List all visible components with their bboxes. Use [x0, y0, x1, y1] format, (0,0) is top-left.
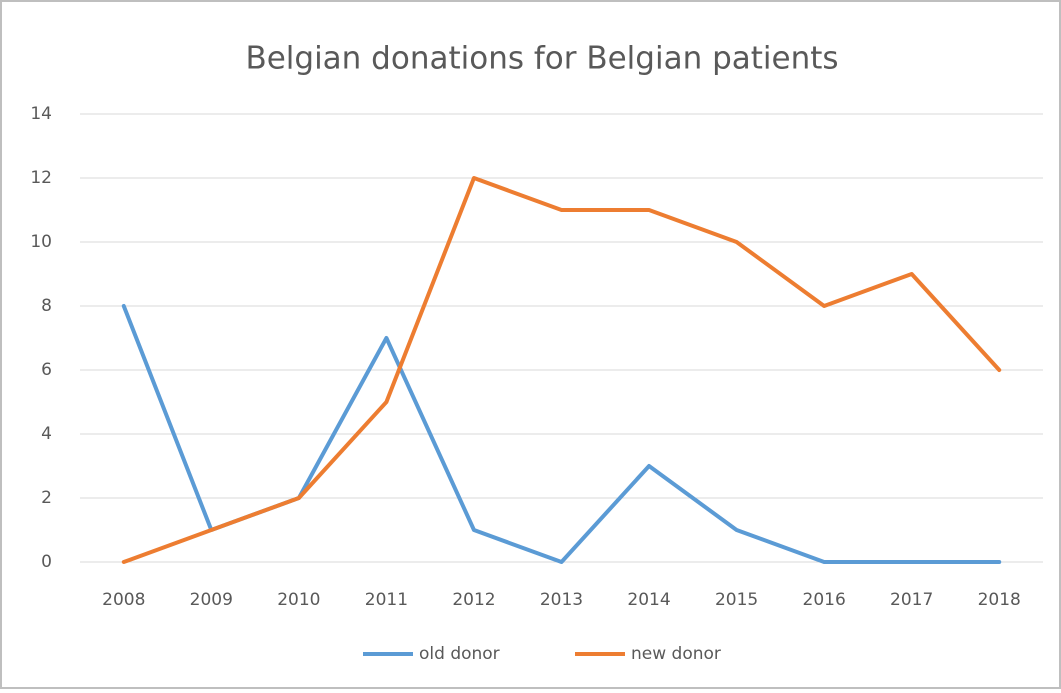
x-tick-label: 2015 [715, 590, 758, 610]
x-tick-label: 2010 [277, 590, 320, 610]
legend-label: new donor [631, 644, 721, 664]
chart-title: Belgian donations for Belgian patients [245, 41, 838, 77]
x-tick-label: 2009 [190, 590, 233, 610]
x-tick-label: 2014 [627, 590, 670, 610]
legend-label: old donor [419, 644, 500, 664]
y-tick-label: 4 [41, 424, 52, 444]
y-tick-label: 10 [30, 232, 52, 252]
x-tick-label: 2016 [803, 590, 846, 610]
x-tick-label: 2017 [890, 590, 933, 610]
x-tick-label: 2018 [978, 590, 1021, 610]
y-tick-label: 0 [41, 552, 52, 572]
y-tick-label: 6 [41, 360, 52, 380]
x-tick-label: 2008 [102, 590, 145, 610]
x-tick-label: 2011 [365, 590, 408, 610]
y-tick-label: 12 [30, 168, 52, 188]
y-tick-label: 2 [41, 488, 52, 508]
x-tick-label: 2013 [540, 590, 583, 610]
y-tick-label: 8 [41, 296, 52, 316]
x-tick-label: 2012 [452, 590, 495, 610]
series-line [121, 176, 1002, 564]
y-tick-label: 14 [30, 104, 52, 124]
